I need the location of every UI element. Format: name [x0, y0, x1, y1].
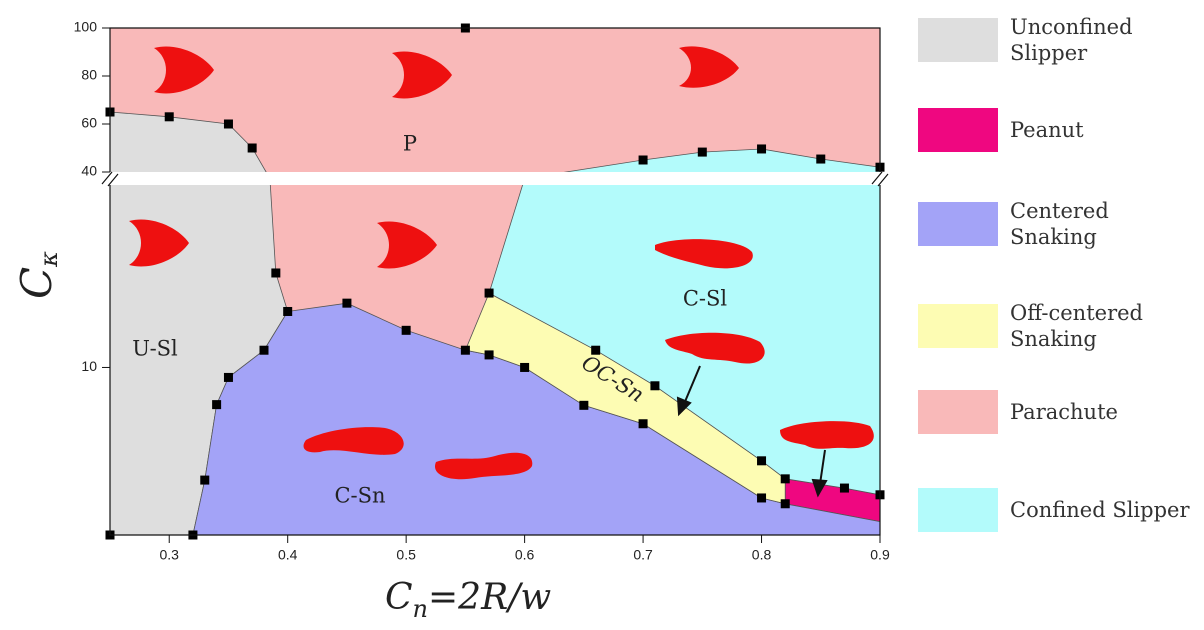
x-axis-title-main: C — [385, 577, 413, 618]
boundary-point — [591, 345, 601, 355]
legend-label: Off-centered Snaking — [1010, 301, 1143, 351]
x-tick-label: 0.3 — [159, 547, 179, 563]
legend-entry: Centered Snaking — [918, 198, 1190, 250]
boundary-point — [638, 155, 648, 165]
y-axis-title: Cκ — [12, 251, 63, 299]
boundary-point — [342, 298, 352, 308]
boundary-point — [283, 306, 293, 316]
boundary-point — [638, 419, 648, 429]
boundary-point — [757, 493, 767, 503]
x-tick-label: 0.5 — [396, 547, 416, 563]
boundary-point — [271, 268, 281, 278]
legend-entry: Peanut — [918, 108, 1190, 152]
boundary-point — [259, 345, 269, 355]
legend-swatch — [918, 390, 998, 434]
y-axis-title-sub: κ — [35, 251, 63, 268]
boundary-point — [223, 119, 233, 129]
boundary-point — [164, 112, 174, 122]
boundary-point — [484, 288, 494, 298]
legend-entry: Confined Slipper — [918, 488, 1190, 532]
y-tick-label: 60 — [81, 115, 97, 131]
x-axis-title-sub: n — [413, 595, 428, 623]
boundary-point — [757, 456, 767, 466]
boundary-point — [579, 400, 589, 410]
boundary-point — [816, 154, 826, 164]
boundary-point — [780, 499, 790, 509]
y-tick-label: 100 — [74, 19, 98, 35]
legend-entry: Unconfined Slipper — [918, 14, 1190, 66]
boundary-point — [460, 345, 470, 355]
x-axis-title: Cn=2R/w — [385, 577, 551, 623]
y-tick-label: 80 — [81, 67, 97, 83]
x-tick-label: 0.4 — [278, 547, 298, 563]
boundary-point — [223, 372, 233, 382]
boundary-point — [520, 362, 530, 372]
x-tick-label: 0.7 — [633, 547, 653, 563]
x-axis-title-rest: =2R/w — [428, 577, 551, 618]
boundary-point — [697, 147, 707, 157]
region-label: U-Sl — [132, 337, 178, 361]
boundary-point — [200, 475, 210, 485]
boundary-point — [212, 400, 222, 410]
region-label: P — [403, 132, 417, 156]
boundary-point — [247, 143, 257, 153]
legend-label: Unconfined Slipper — [1010, 15, 1133, 65]
arrows — [676, 365, 828, 498]
y-axis-title-main: C — [12, 267, 61, 299]
boundary-point — [780, 474, 790, 484]
legend-label: Confined Slipper — [1010, 498, 1190, 522]
legend-swatch — [918, 488, 998, 532]
boundary-point — [757, 144, 767, 154]
legend-label: Peanut — [1010, 118, 1084, 142]
legend-entry: Off-centered Snaking — [918, 300, 1190, 352]
x-tick-label: 0.9 — [870, 547, 890, 563]
axes-frame — [101, 27, 889, 536]
legend-swatch — [918, 202, 998, 246]
boundary-point — [650, 381, 660, 391]
x-tick-label: 0.6 — [515, 547, 535, 563]
legend-swatch — [918, 18, 998, 62]
legend-label: Parachute — [1010, 400, 1118, 424]
y-tick-label: 10 — [81, 358, 97, 374]
legend-label: Centered Snaking — [1010, 199, 1109, 249]
axis-break — [98, 172, 893, 185]
y-tick-label: 40 — [81, 163, 97, 179]
region-label: C-Sn — [334, 484, 385, 508]
boundary-point — [484, 350, 494, 360]
legend-entry: Parachute — [918, 390, 1190, 434]
region-label: C-Sl — [683, 287, 728, 311]
legend-swatch — [918, 304, 998, 348]
x-tick-label: 0.8 — [752, 547, 772, 563]
boundary-point — [839, 483, 849, 493]
cell-icons — [129, 46, 874, 480]
legend-swatch — [918, 108, 998, 152]
boundary-point — [401, 325, 411, 335]
